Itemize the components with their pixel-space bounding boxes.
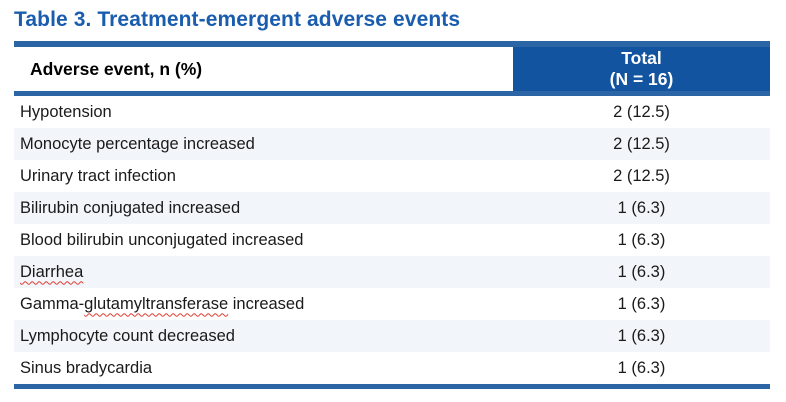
table-body: Hypotension 2 (12.5) Monocyte percentage i… xyxy=(14,96,770,384)
event-count: 1 (6.3) xyxy=(617,326,666,345)
adverse-events-table: Adverse event, n (%) Total (N = 16) Hypo… xyxy=(14,41,770,389)
event-count: 1 (6.3) xyxy=(617,198,666,217)
adverse-event-name: Blood bilirubin unconjugated increased xyxy=(20,230,304,249)
total-n-label: (N = 16) xyxy=(609,69,674,89)
adverse-event-name: Gamma-glutamyltransferase increased xyxy=(20,294,305,313)
table-bottom-border xyxy=(14,384,770,389)
table-row: Hypotension 2 (12.5) xyxy=(14,96,770,128)
event-count: 1 (6.3) xyxy=(617,294,666,313)
column-header-adverse-event: Adverse event, n (%) xyxy=(30,58,203,79)
table-title: Table 3. Treatment-emergent adverse even… xyxy=(14,8,461,31)
event-count: 1 (6.3) xyxy=(617,230,666,249)
event-count: 2 (12.5) xyxy=(613,134,670,153)
table-row: Diarrhea 1 (6.3) xyxy=(14,256,770,288)
adverse-event-name: Sinus bradycardia xyxy=(20,358,153,377)
total-label: Total xyxy=(621,48,662,68)
event-count: 2 (12.5) xyxy=(613,166,670,185)
table-top-border xyxy=(14,41,770,47)
table-row: Monocyte percentage increased 2 (12.5) xyxy=(14,128,770,160)
adverse-event-name: Urinary tract infection xyxy=(20,166,176,185)
event-count: 1 (6.3) xyxy=(617,358,666,377)
spellcheck-underline: Diarrhea xyxy=(20,262,84,281)
column-header-total: Total (N = 16) xyxy=(513,47,770,91)
adverse-event-name: Bilirubin conjugated increased xyxy=(20,198,241,217)
adverse-event-name: Lymphocyte count decreased xyxy=(20,326,235,345)
adverse-event-name: Hypotension xyxy=(20,102,112,121)
table-row: Gamma-glutamyltransferase increased 1 (6.… xyxy=(14,288,770,320)
header-divider xyxy=(14,91,770,96)
table-row: Sinus bradycardia 1 (6.3) xyxy=(14,352,770,384)
event-count: 2 (12.5) xyxy=(613,102,670,121)
table-row: Blood bilirubin unconjugated increased 1 … xyxy=(14,224,770,256)
table-row: Bilirubin conjugated increased 1 (6.3) xyxy=(14,192,770,224)
table-row: Lymphocyte count decreased 1 (6.3) xyxy=(14,320,770,352)
event-count: 1 (6.3) xyxy=(617,262,666,281)
spellcheck-underline: glutamyltransferase xyxy=(84,294,229,313)
table-header-row: Adverse event, n (%) Total (N = 16) xyxy=(14,47,770,91)
adverse-event-name: Diarrhea xyxy=(14,263,513,282)
table-row: Urinary tract infection 2 (12.5) xyxy=(14,160,770,192)
adverse-event-name: Monocyte percentage increased xyxy=(20,134,255,153)
